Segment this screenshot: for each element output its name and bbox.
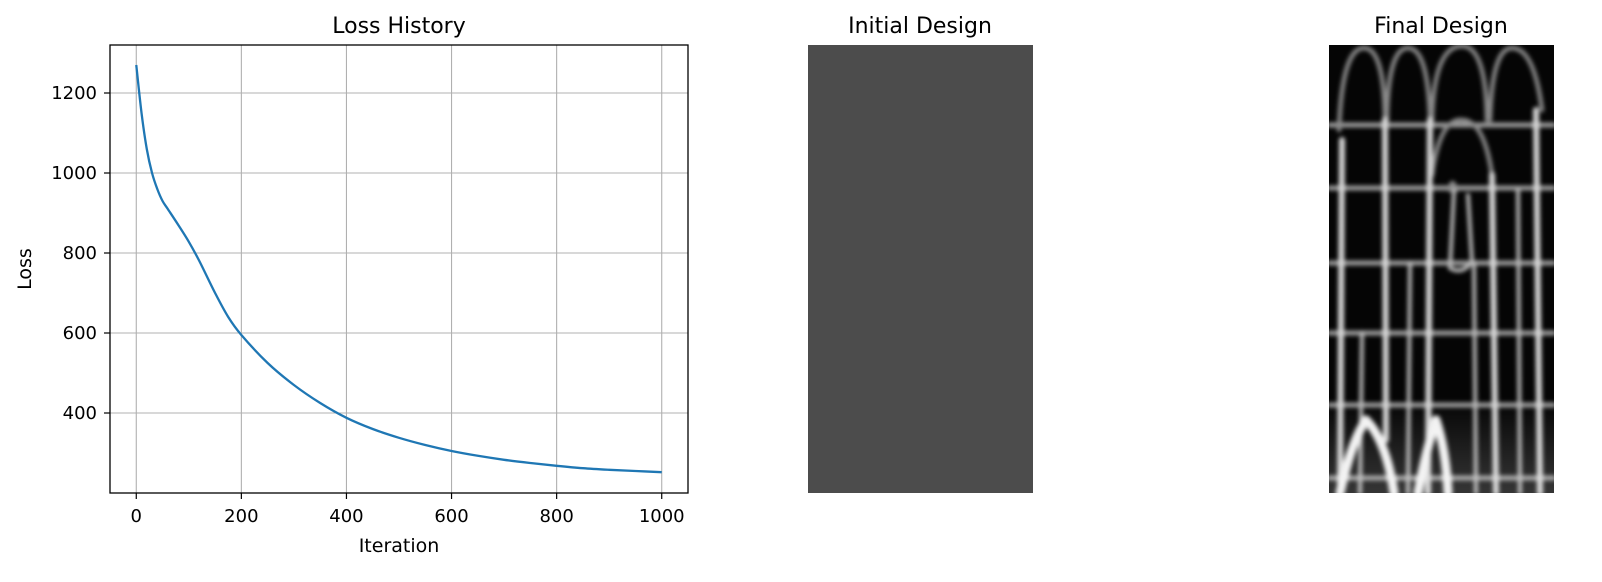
- x-tick-label: 1000: [639, 506, 685, 527]
- x-gridlines: [135, 45, 663, 493]
- x-tick-label: 400: [329, 506, 363, 527]
- initial-design-image: Initial Design: [808, 14, 1033, 493]
- x-tick-label: 200: [224, 506, 258, 527]
- x-tick-label: 800: [539, 506, 573, 527]
- y-tick-label: 1000: [51, 163, 97, 184]
- y-axis-ticks: 400 600 800 1000 1200: [51, 83, 110, 424]
- loss-history-chart: Loss History 0 200 400 600 800 1000 400 600 800…: [14, 14, 689, 557]
- y-tick-label: 1200: [51, 83, 97, 104]
- initial-design-field: [808, 45, 1033, 493]
- x-axis-label: Iteration: [359, 535, 440, 557]
- y-axis-label: Loss: [14, 248, 36, 290]
- final-design-image: Final Design: [1329, 14, 1554, 493]
- final-design-bottom-glow: [1329, 400, 1554, 493]
- y-gridlines: [110, 92, 688, 414]
- x-tick-label: 0: [131, 506, 142, 527]
- x-tick-label: 600: [434, 506, 468, 527]
- initial-design-title: Initial Design: [848, 14, 992, 39]
- y-tick-label: 600: [63, 323, 97, 344]
- final-design-title: Final Design: [1374, 14, 1508, 39]
- y-tick-label: 800: [63, 243, 97, 264]
- x-axis-ticks: 0 200 400 600 800 1000: [131, 493, 685, 527]
- chart-title: Loss History: [332, 14, 466, 39]
- y-tick-label: 400: [63, 403, 97, 424]
- loss-series-line: [135, 64, 662, 474]
- plot-frame: [109, 44, 689, 494]
